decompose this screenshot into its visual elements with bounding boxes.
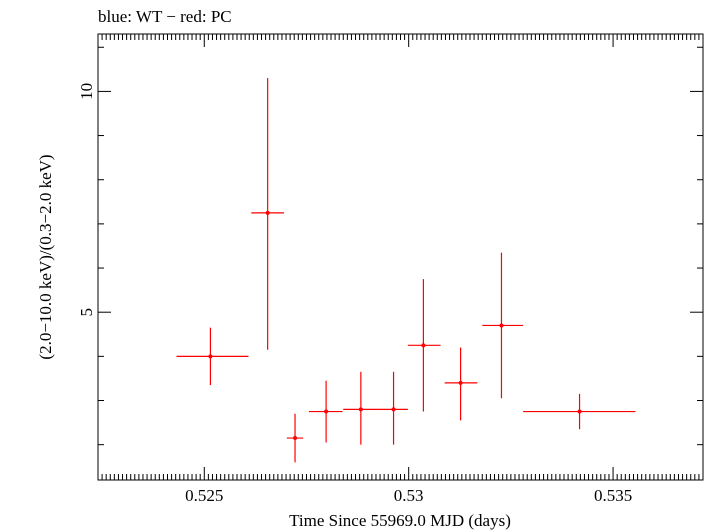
x-tick-label-0525: 0.525: [185, 486, 223, 505]
plot-frame: [97, 33, 704, 481]
point-marker: [458, 380, 463, 385]
point-marker: [577, 409, 582, 414]
y-tick-label-10: 10: [77, 83, 96, 100]
data-points: [176, 78, 636, 463]
chart-title: blue: WT − red: PC: [98, 7, 232, 26]
y-axis-ticks: [98, 46, 703, 446]
y-axis-tick-labels: 5 10: [77, 83, 96, 317]
data-point-5: [343, 371, 381, 445]
point-marker: [208, 354, 213, 359]
x-axis-label: Time Since 55969.0 MJD (days): [289, 511, 511, 530]
x-tick-label-053: 0.53: [394, 486, 424, 505]
data-point-1: [176, 327, 249, 386]
point-marker: [265, 210, 270, 215]
point-marker: [358, 407, 363, 412]
x-axis-ticks: [97, 34, 704, 480]
x-tick-label-0535: 0.535: [594, 486, 632, 505]
point-marker: [499, 323, 504, 328]
y-axis-label: (2.0−10.0 keV)/(0.3−2.0 keV): [36, 154, 55, 359]
data-point-9: [482, 252, 524, 399]
data-point-2: [251, 78, 284, 350]
point-marker: [391, 407, 396, 412]
data-point-4: [308, 380, 343, 443]
data-point-3: [286, 413, 304, 463]
point-marker: [421, 343, 426, 348]
point-marker: [324, 409, 329, 414]
data-point-6: [380, 371, 408, 445]
x-axis-tick-labels: 0.525 0.53 0.535: [185, 486, 632, 505]
data-point-7: [407, 279, 441, 412]
data-point-10: [523, 393, 636, 430]
point-marker: [293, 436, 298, 441]
y-tick-label-5: 5: [77, 308, 96, 317]
data-point-8: [444, 347, 478, 421]
